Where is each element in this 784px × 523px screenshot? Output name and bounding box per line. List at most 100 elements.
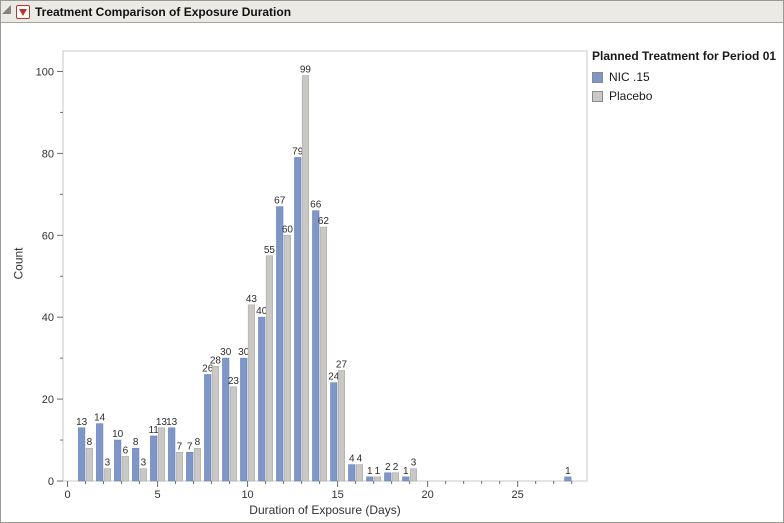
bar-nic-15-day-11[interactable] [258, 316, 266, 482]
bar-value-label: 2 [393, 462, 399, 473]
bar-value-label: 60 [282, 224, 294, 235]
bar-nic-15-day-13[interactable] [294, 157, 302, 482]
bar-placebo-day-19[interactable] [409, 468, 418, 482]
bar-nic-15-day-28[interactable] [564, 476, 572, 482]
y-axis-title[interactable]: Count [11, 247, 26, 280]
bar-value-label: 11 [148, 425, 159, 436]
y-tick-label: 80 [42, 148, 54, 160]
legend-label-placebo: Placebo [609, 89, 653, 103]
x-tick-label: 5 [154, 489, 160, 501]
bar-value-label: 1 [565, 466, 571, 477]
bar-value-label: 28 [210, 355, 222, 366]
bar-placebo-day-13[interactable] [301, 75, 309, 482]
bar-value-label: 67 [274, 196, 286, 207]
bar-value-label: 66 [310, 200, 322, 211]
bar-value-label: 79 [292, 146, 304, 157]
bar-value-label: 23 [228, 376, 240, 387]
bar-value-label: 8 [87, 437, 93, 448]
legend: Planned Treatment for Period 01 NIC .15 … [592, 49, 780, 108]
bar-nic-15-day-14[interactable] [312, 210, 320, 482]
bar-placebo-day-1[interactable] [85, 447, 93, 482]
bar-nic-15-day-3[interactable] [114, 439, 122, 482]
bar-value-label: 40 [256, 306, 268, 317]
y-tick-label: 100 [36, 66, 54, 78]
bar-value-label: 1 [367, 466, 373, 477]
y-tick-label: 0 [48, 476, 54, 488]
bar-placebo-day-12[interactable] [283, 234, 291, 482]
bar-placebo-day-3[interactable] [121, 456, 129, 482]
bar-placebo-day-5[interactable] [157, 427, 165, 482]
bar-nic-15-day-18[interactable] [384, 472, 392, 482]
bar-placebo-day-18[interactable] [391, 472, 400, 482]
bar-nic-15-day-12[interactable] [276, 206, 284, 482]
bar-value-label: 3 [105, 458, 111, 469]
bar-value-label: 26 [202, 364, 214, 375]
bar-placebo-day-9[interactable] [229, 386, 237, 482]
bar-value-label: 30 [220, 347, 232, 358]
bar-value-label: 7 [187, 441, 193, 452]
bar-nic-15-day-9[interactable] [222, 357, 230, 482]
bar-value-label: 7 [177, 441, 183, 452]
bar-value-label: 4 [357, 454, 363, 465]
bar-nic-15-day-7[interactable] [186, 452, 194, 482]
x-axis-title[interactable]: Duration of Exposure (Days) [249, 503, 401, 517]
x-tick-label: 10 [241, 489, 253, 501]
bar-nic-15-day-2[interactable] [96, 423, 104, 482]
bar-value-label: 55 [264, 245, 276, 256]
y-tick-label: 40 [42, 312, 54, 324]
bar-placebo-day-7[interactable] [193, 447, 201, 482]
bar-value-label: 14 [94, 413, 106, 424]
bar-value-label: 8 [195, 437, 201, 448]
bar-nic-15-day-10[interactable] [240, 357, 248, 482]
report-title: Treatment Comparison of Exposure Duratio… [35, 4, 292, 19]
bar-placebo-day-8[interactable] [211, 366, 219, 482]
legend-title: Planned Treatment for Period 01 [592, 49, 777, 63]
bar-nic-15-day-16[interactable] [348, 464, 356, 482]
bar-placebo-day-15[interactable] [337, 370, 346, 482]
bar-nic-15-day-4[interactable] [132, 447, 140, 482]
legend-item-placebo[interactable]: Placebo [592, 89, 780, 103]
bar-nic-15-day-15[interactable] [330, 382, 338, 482]
legend-item-nic-15[interactable]: NIC .15 [592, 70, 780, 84]
bar-nic-15-day-8[interactable] [204, 374, 212, 482]
bar-placebo-day-16[interactable] [355, 464, 364, 482]
bar-value-label: 13 [166, 417, 178, 428]
nic-15-color-swatch [592, 71, 603, 83]
bar-value-label: 1 [375, 466, 381, 477]
bar-value-label: 43 [246, 294, 258, 305]
placebo-color-swatch [592, 90, 603, 102]
bar-value-label: 10 [112, 429, 124, 440]
bar-placebo-day-6[interactable] [175, 452, 183, 482]
outline-title-bar[interactable]: Treatment Comparison of Exposure Duratio… [1, 1, 783, 23]
chart-area: 0 20 40 60 80 100 0 5 10 15 20 25 13 8 14 3 10 6 8 3 11 13 13 7… [1, 23, 783, 522]
bar-value-label: 13 [76, 417, 88, 428]
bar-nic-15-day-1[interactable] [78, 427, 86, 482]
bar-nic-15-day-5[interactable] [150, 435, 158, 482]
x-tick-label: 15 [331, 489, 343, 501]
bar-value-label: 3 [411, 458, 417, 469]
bar-placebo-day-2[interactable] [103, 468, 111, 482]
x-tick-label: 25 [512, 489, 524, 501]
x-tick-label: 0 [64, 489, 70, 501]
bar-nic-15-day-19[interactable] [402, 476, 410, 482]
red-triangle-glyph [19, 9, 27, 16]
bar-placebo-day-11[interactable] [265, 255, 273, 482]
bar-value-label: 62 [318, 216, 330, 227]
y-tick-label: 60 [42, 230, 54, 242]
bar-value-label: 99 [300, 65, 312, 76]
bar-placebo-day-17[interactable] [373, 476, 382, 482]
bar-placebo-day-4[interactable] [139, 468, 147, 482]
bar-placebo-day-14[interactable] [319, 226, 327, 482]
bar-value-label: 8 [133, 437, 139, 448]
outline-disclosure-icon[interactable] [2, 5, 11, 14]
red-triangle-menu-icon[interactable] [16, 4, 30, 19]
bar-nic-15-day-6[interactable] [168, 427, 176, 482]
bar-value-label: 3 [141, 458, 147, 469]
y-tick-label: 20 [42, 394, 54, 406]
bar-placebo-day-10[interactable] [247, 304, 255, 482]
bar-nic-15-day-17[interactable] [366, 476, 374, 482]
bar-value-label: 2 [385, 462, 391, 473]
bar-value-label: 24 [328, 372, 340, 383]
